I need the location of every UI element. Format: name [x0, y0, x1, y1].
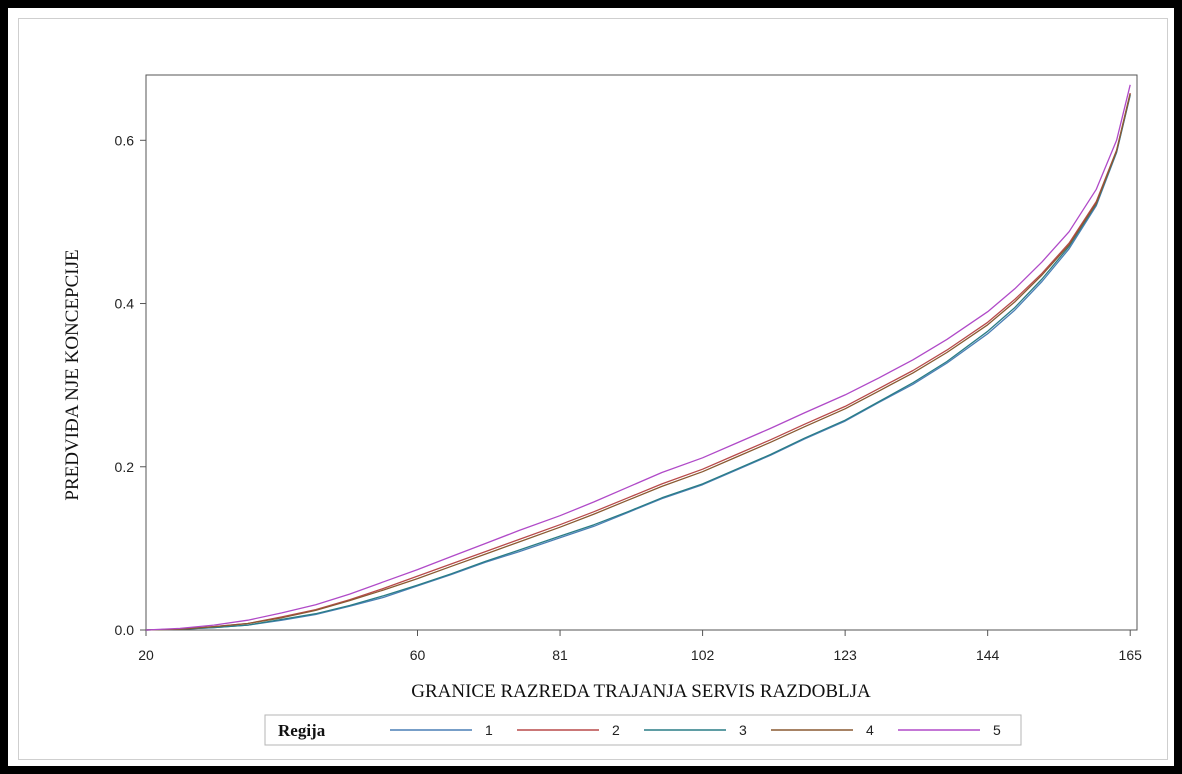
- x-tick-label: 165: [1119, 647, 1143, 663]
- series-line-5: [145, 84, 1131, 631]
- series-line-1: [145, 95, 1131, 631]
- x-tick-label: 102: [691, 647, 715, 663]
- y-axis-title: PREDVIĐA NJE KONCEPCIJE: [62, 249, 83, 500]
- series-line-4: [145, 93, 1131, 631]
- legend: Regija 1 2 3 4 5: [264, 714, 1022, 746]
- plot-area: [145, 74, 1138, 631]
- legend-title: Regija: [278, 721, 326, 740]
- y-tick-label: 0.6: [115, 132, 135, 148]
- y-tick-label: 0.0: [115, 622, 135, 638]
- x-axis: 20 60 81 102 123 144 165: [138, 630, 1142, 663]
- x-tick-label: 144: [976, 647, 1000, 663]
- x-tick-label: 60: [410, 647, 426, 663]
- x-tick-label: 81: [552, 647, 568, 663]
- series-line-3: [145, 94, 1131, 631]
- legend-items: 1 2 3 4 5: [390, 722, 1001, 738]
- legend-label-3: 3: [739, 722, 747, 738]
- y-tick-label: 0.4: [115, 296, 135, 312]
- y-axis: 0.0 0.2 0.4 0.6: [115, 132, 146, 638]
- legend-label-1: 1: [485, 722, 493, 738]
- legend-label-5: 5: [993, 722, 1001, 738]
- series-line-2: [145, 92, 1131, 631]
- series-group: [145, 84, 1131, 631]
- x-tick-label: 20: [138, 647, 154, 663]
- x-tick-label: 123: [833, 647, 857, 663]
- legend-label-2: 2: [612, 722, 620, 738]
- y-tick-label: 0.2: [115, 459, 135, 475]
- x-axis-title: GRANICE RAZREDA TRAJANJA SERVIS RAZDOBLJ…: [411, 681, 871, 702]
- legend-label-4: 4: [866, 722, 874, 738]
- figure-inner-border: [18, 18, 1168, 760]
